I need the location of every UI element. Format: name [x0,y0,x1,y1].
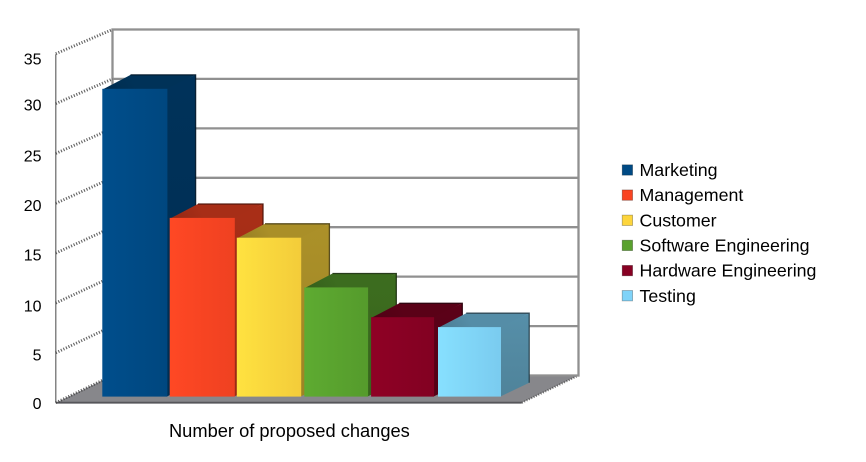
svg-text:Testing: Testing [640,286,696,306]
svg-text:Management: Management [640,185,744,205]
svg-text:15: 15 [24,247,42,264]
svg-text:Customer: Customer [640,210,717,230]
svg-text:0: 0 [33,396,42,413]
svg-text:35: 35 [24,52,42,69]
svg-text:Marketing: Marketing [640,160,718,180]
svg-text:10: 10 [24,299,42,316]
svg-text:5: 5 [33,347,42,364]
svg-text:30: 30 [24,97,42,114]
svg-text:Software Engineering: Software Engineering [640,236,810,256]
svg-text:Hardware Engineering: Hardware Engineering [640,261,817,281]
svg-text:Number of proposed changes: Number of proposed changes [169,420,410,441]
svg-text:25: 25 [24,148,42,165]
svg-text:20: 20 [24,198,42,215]
